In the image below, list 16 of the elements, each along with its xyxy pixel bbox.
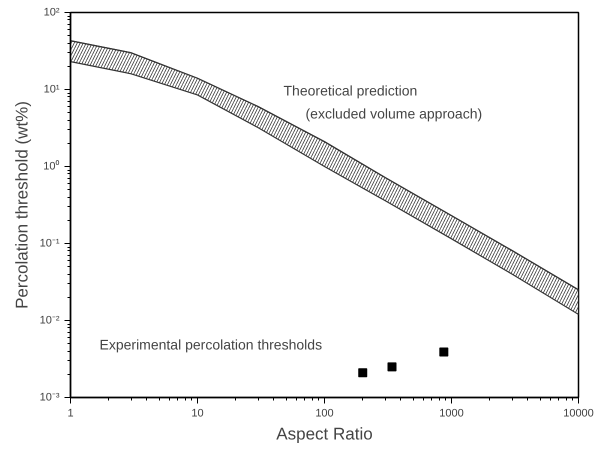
annotation: Experimental percolation thresholds	[100, 336, 322, 352]
y-tick-label: 10⁰	[43, 160, 60, 172]
y-tick-label: 10²	[44, 6, 60, 18]
x-tick-label: 10000	[563, 408, 594, 420]
x-axis-title: Aspect Ratio	[276, 424, 373, 444]
y-tick-label: 10⁻³	[40, 392, 60, 404]
annotation: Theoretical prediction	[284, 82, 418, 98]
x-tick-label: 1	[67, 408, 74, 420]
y-axis-title: Percolation threshold (wt%)	[12, 101, 32, 309]
x-tick-label: 10	[191, 408, 204, 420]
y-tick-label: 10⁻²	[40, 314, 60, 326]
y-tick-label: 10⁻¹	[40, 238, 60, 250]
y-tick-label: 10¹	[44, 84, 60, 96]
annotation: (excluded volume approach)	[306, 106, 482, 122]
x-tick-label: 1000	[439, 408, 464, 420]
x-tick-label: 100	[315, 408, 334, 420]
